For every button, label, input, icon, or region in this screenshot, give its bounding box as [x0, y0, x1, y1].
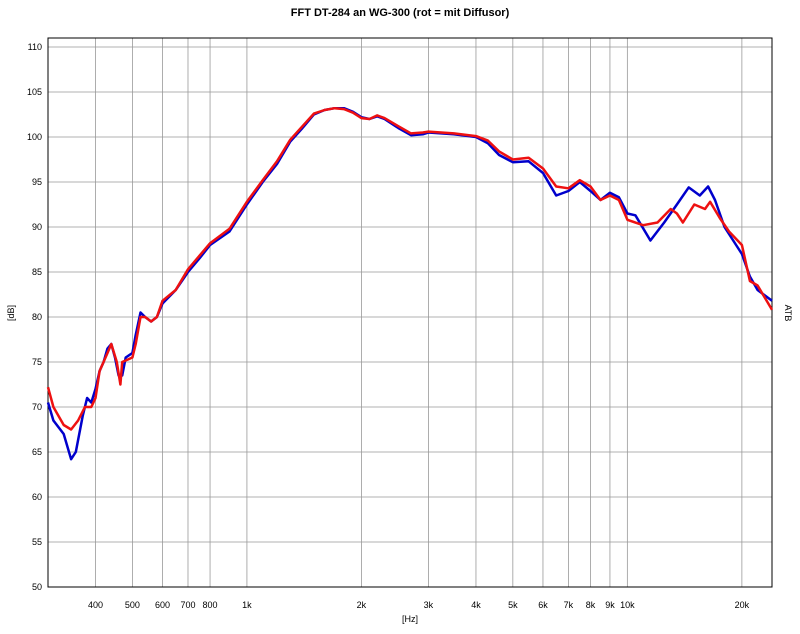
x-tick-label: 2k [357, 600, 367, 610]
x-tick-label: 6k [538, 600, 548, 610]
right-axis-label: ATB [783, 305, 793, 322]
series-line [46, 106, 774, 431]
x-tick-label: 400 [88, 600, 103, 610]
y-tick-label: 100 [27, 132, 42, 142]
x-tick-label: 500 [125, 600, 140, 610]
plot-frame [47, 37, 773, 588]
x-tick-label: 10k [620, 600, 635, 610]
y-axis-label: [dB] [6, 305, 16, 321]
x-tick-label: 7k [564, 600, 574, 610]
series-line [46, 106, 773, 461]
x-tick-label: 3k [424, 600, 434, 610]
y-tick-label: 50 [32, 582, 42, 592]
y-tick-label: 85 [32, 267, 42, 277]
x-tick-label: 5k [508, 600, 518, 610]
y-tick-label: 110 [28, 42, 42, 52]
y-tick-label: 95 [32, 177, 42, 187]
y-tick-label: 80 [32, 312, 42, 322]
y-tick-label: 90 [32, 222, 42, 232]
y-tick-label: 75 [32, 357, 42, 367]
x-tick-label: 1k [242, 600, 252, 610]
y-tick-label: 55 [32, 537, 42, 547]
y-tick-label: 70 [32, 402, 42, 412]
y-tick-label: 60 [32, 492, 42, 502]
x-tick-label: 800 [203, 600, 218, 610]
y-tick-label: 65 [32, 447, 42, 457]
x-tick-label: 600 [155, 600, 170, 610]
x-axis-label: [Hz] [402, 614, 418, 624]
x-tick-label: 20k [735, 600, 750, 610]
chart-title: FFT DT-284 an WG-300 (rot = mit Diffusor… [291, 7, 510, 19]
x-tick-label: 4k [471, 600, 481, 610]
y-tick-label: 105 [27, 87, 42, 97]
x-tick-label: 8k [586, 600, 596, 610]
x-tick-label: 9k [605, 600, 615, 610]
x-tick-label: 700 [180, 600, 195, 610]
